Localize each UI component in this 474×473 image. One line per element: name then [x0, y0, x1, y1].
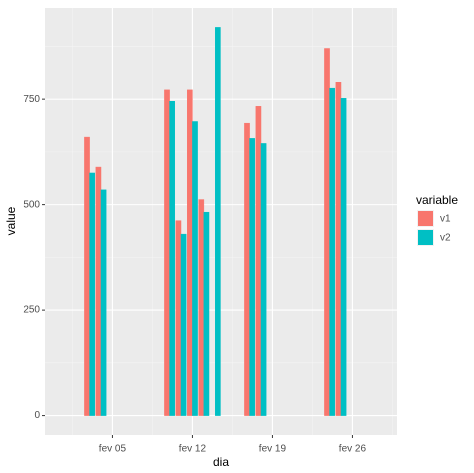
bar	[329, 87, 335, 416]
bar	[255, 106, 262, 416]
x-tick-label: fev 26	[339, 444, 367, 455]
bar	[198, 199, 205, 416]
bar	[84, 136, 90, 416]
bar	[175, 220, 182, 416]
bar	[215, 27, 221, 416]
y-tick-label: 500	[23, 199, 40, 210]
bar	[89, 172, 95, 416]
bar	[340, 98, 347, 416]
bar	[203, 211, 210, 416]
legend-label: v2	[440, 233, 451, 244]
legend-swatch	[418, 211, 433, 226]
bar	[169, 100, 175, 416]
y-tick-label: 250	[23, 305, 40, 316]
legend-title: variable	[416, 193, 458, 207]
bar	[164, 89, 170, 416]
bar	[180, 233, 187, 416]
bar	[192, 121, 198, 416]
y-axis-title: value	[4, 206, 18, 235]
legend-swatch	[418, 230, 433, 245]
bar	[244, 122, 250, 416]
x-tick-label: fev 12	[179, 444, 207, 455]
bar	[260, 143, 267, 416]
bar	[100, 189, 107, 416]
bar	[187, 89, 193, 416]
y-tick-label: 750	[23, 94, 40, 105]
y-tick-label: 0	[34, 410, 40, 421]
x-axis-title: dia	[213, 455, 229, 469]
bar	[335, 82, 342, 416]
bar	[95, 166, 102, 416]
x-tick-label: fev 05	[99, 444, 127, 455]
bar	[324, 48, 330, 416]
bar	[249, 138, 255, 416]
x-tick-label: fev 19	[259, 444, 287, 455]
legend-label: v1	[440, 214, 451, 225]
